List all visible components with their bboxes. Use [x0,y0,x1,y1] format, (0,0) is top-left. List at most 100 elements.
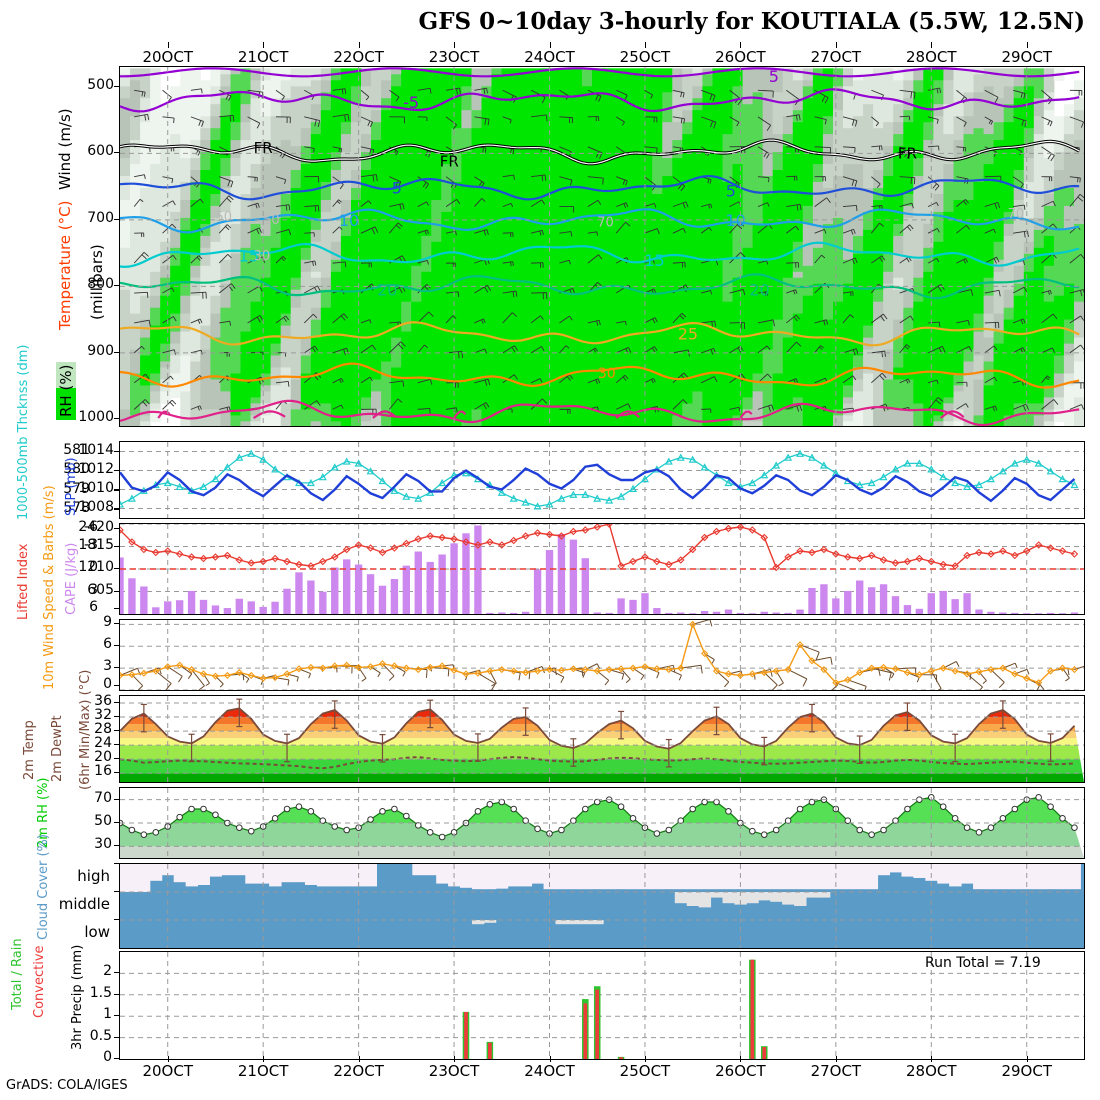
axis-label-wind10m: 10m Wind Speed & Barbs (m/s) [42,485,57,690]
x-tick-mark [644,42,646,48]
x-tick-mark [931,42,933,48]
y-tick-mark [114,152,120,154]
y-tick-mark [114,772,120,774]
y-tick: -6 [84,519,98,535]
y-tick: 0 [103,1049,112,1065]
y-tick: 50 [94,813,112,829]
y-tick-mark [114,218,120,220]
x-tick-mark [549,1056,551,1062]
axis-label-temperature: Temperature (°C) [56,200,74,330]
y-tick-mark [114,822,120,823]
y-tick-mark [114,702,120,704]
y-tick-mark [114,285,120,287]
y-tick-mark [114,488,120,490]
y-tick: 600 [87,143,114,160]
y-tick-mark [114,568,120,569]
y-tick: 581 [63,441,90,458]
y-tick: 579 [63,480,90,497]
x-tick-22oct: 22OCT [333,1062,384,1080]
y-tick: 700 [87,209,114,226]
y-tick: 900 [87,342,114,359]
axis-label-pressure: (millibars) [88,244,106,320]
y-tick-mark [114,1015,120,1017]
y-tick-mark [114,798,120,800]
y-tick: 2 [103,963,112,980]
panel-slp-thickness [119,441,1085,519]
axis-label-dewpt2m: 2m DewPt [50,715,65,782]
axis-label-thickness: 1000-500mb Thcknss (dm) [16,344,31,520]
x-tick-28oct: 28OCT [906,48,957,66]
panel-cloud-cover [119,863,1085,949]
x-tick-23oct: 23OCT [428,1062,480,1080]
y-tick: 578 [63,500,90,517]
y-tick: 32 [94,707,112,724]
y-tick-mark [114,744,120,746]
y-tick: 1010 [78,479,114,496]
x-tick-mark [454,1056,456,1062]
axis-label-total-rain: Total / Rain [10,938,25,1010]
y-tick: 2420 [78,519,114,535]
y-tick: 1815 [78,536,114,553]
y-tick: 0.5 [89,1027,112,1044]
grads-credit: GrADS: COLA/IGES [6,1078,128,1093]
y-tick: 0 [89,559,98,575]
x-tick-24oct: 24OCT [524,48,575,66]
x-tick-mark [835,1056,837,1062]
y-tick: 36 [94,693,112,710]
x-tick-20oct: 20OCT [142,48,193,66]
y-tick-mark [114,351,120,353]
y-tick: 1 [103,1006,112,1023]
y-tick-mark [114,730,120,732]
y-tick-mark [114,470,120,472]
y-tick-mark [114,716,120,718]
x-tick-29oct: 29OCT [1001,1062,1052,1080]
panel-li-cape [119,523,1085,615]
axis-label-wind: Wind (m/s) [56,108,74,190]
y-tick-mark [114,667,120,669]
axis-label-minmax: (6hr Min/Max) (°C) [78,669,93,790]
y-tick-mark [114,507,120,509]
y-tick: 6 [103,636,112,653]
x-tick-28oct: 28OCT [906,1062,957,1080]
y-tick: 1000 [78,409,114,426]
y-tick-mark [114,758,120,760]
x-tick-mark [358,1056,360,1062]
y-tick-mark [114,685,120,686]
panel-temp2m [119,695,1085,783]
y-tick: 9 [103,614,112,631]
x-tick-mark [167,42,169,48]
y-tick: 6 [89,599,98,615]
y-tick: 1.5 [89,984,112,1001]
y-tick-mark [114,528,120,529]
run-total-label: Run Total = 7.19 [925,955,1041,971]
x-tick-mark [1026,1056,1028,1062]
y-tick-mark [114,418,120,420]
x-tick-22oct: 22OCT [333,48,384,66]
y-tick-mark [114,85,120,87]
y-tick: 605 [87,581,114,598]
x-tick-29oct: 29OCT [1001,48,1052,66]
x-tick-mark [167,1056,169,1062]
x-tick-mark [740,42,742,48]
x-tick-mark [263,1056,265,1062]
y-tick: 20 [94,749,112,766]
panel-wind10m [119,619,1085,691]
y-tick-mark [114,863,120,864]
x-tick-mark [263,42,265,48]
x-tick-mark [835,42,837,48]
axis-label-temp2m: 2m Temp [22,720,37,780]
y-tick-mark [114,1036,120,1038]
y-tick: 28 [94,721,112,738]
x-tick-mark [454,42,456,48]
page-title: GFS 0~10day 3-hourly for KOUTIALA (5.5W,… [418,8,1085,35]
y-tick: 580 [63,461,90,478]
x-tick-21oct: 21OCT [237,1062,289,1080]
x-tick-20oct: 20OCT [142,1062,193,1080]
y-tick-mark [114,1058,120,1059]
axis-label-slp: SLP (mb) [64,457,79,516]
y-tick: 3 [89,581,98,598]
y-tick: 70 [94,789,112,806]
y-tick-mark [114,891,120,892]
x-axis-top: 20OCT 21OCT 22OCT 23OCT 24OCT 25OCT 26OCT 27OCT… [0,42,1100,68]
y-tick: 3 [103,658,112,675]
